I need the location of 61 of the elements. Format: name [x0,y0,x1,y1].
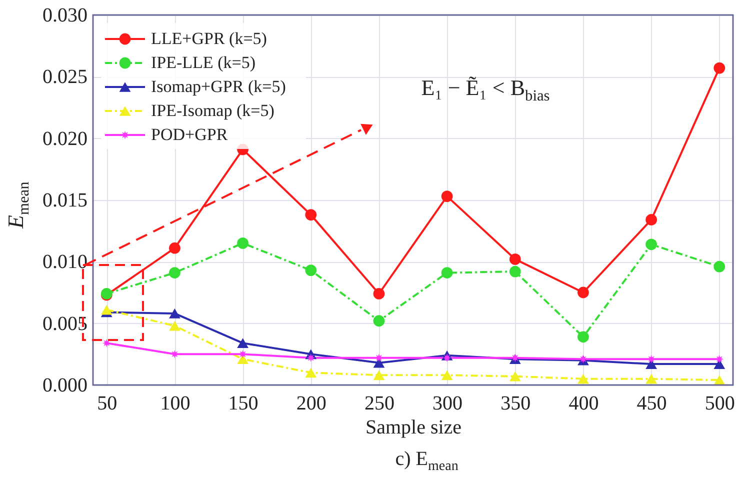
point [102,338,111,348]
legend-label: Isomap+GPR (k=5) [151,77,286,96]
point [441,190,453,202]
y-tick-label: 0.010 [42,251,88,274]
x-tick-label: 150 [228,392,258,414]
point [646,214,657,226]
legend-label: IPE-Isomap (k=5) [151,101,274,120]
legend-label: IPE-LLE (k=5) [151,53,256,72]
point [169,308,180,318]
y-tick-label: 0.015 [42,190,88,212]
point [238,350,247,358]
legend-label: POD+GPR [151,125,228,144]
point [714,375,726,386]
point [646,359,657,369]
y-tick-label: 0.000 [42,374,88,396]
x-tick-label: 400 [568,392,599,414]
x-tick-label: 450 [636,392,667,414]
point [578,286,589,298]
point [170,350,179,358]
point [442,354,452,362]
point [509,254,521,265]
point [237,354,248,364]
y-tick-label: 0.020 [42,128,88,150]
point [373,315,385,327]
point [441,370,453,380]
point [578,374,589,384]
point [305,264,317,276]
point [237,237,248,249]
point [714,260,726,272]
point [646,374,657,384]
x-tick-label: 200 [296,392,326,414]
x-tick-label: 500 [704,392,735,414]
point [441,267,453,278]
point [169,267,180,278]
point [306,354,316,362]
point [169,242,180,254]
x-tick-label: 50 [97,392,118,414]
x-tick-label: 350 [500,392,531,414]
x-tick-label: 100 [160,392,190,414]
point [373,288,385,300]
x-tick-label: 300 [432,392,463,414]
point [169,320,180,331]
point [305,209,317,220]
point [100,304,112,315]
y-tick-label: 0.030 [42,4,88,26]
x-tick-label: 250 [364,392,394,414]
x-axis-title: Sample size [365,416,462,438]
point [714,62,726,74]
point [509,266,521,278]
point [373,370,385,380]
point [647,354,656,364]
point [509,371,521,382]
point [237,338,248,348]
y-axis-title: Emean [3,181,32,230]
y-tick-label: 0.025 [42,66,88,88]
point [578,331,589,343]
y-tick-label: 0.005 [42,312,88,335]
legend-label: LLE+GPR (k=5) [151,29,267,48]
point [646,238,657,250]
point [714,359,726,369]
point [305,368,317,378]
